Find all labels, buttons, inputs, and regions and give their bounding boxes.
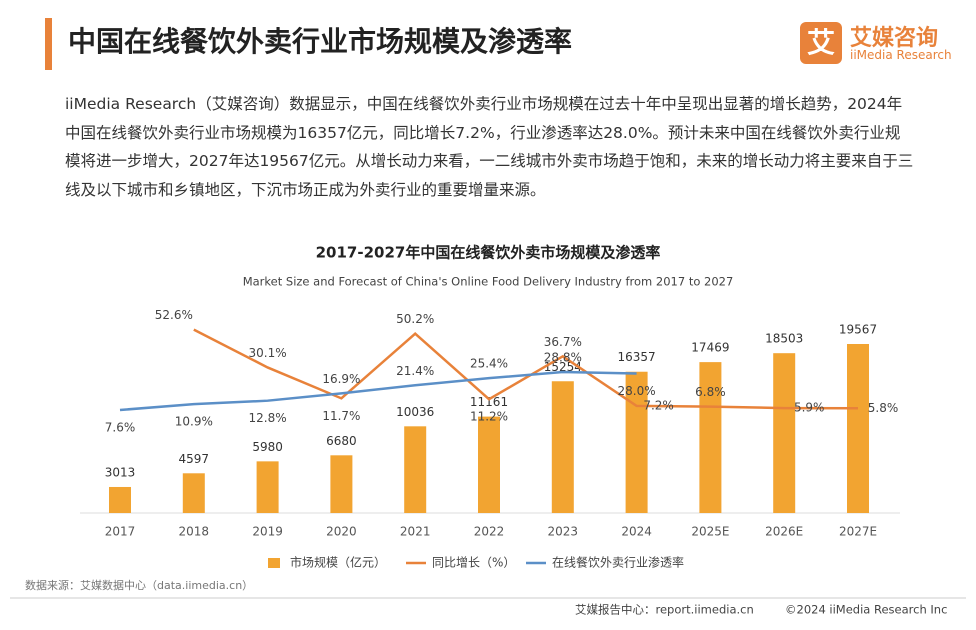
footer-left: 艾媒报告中心：report.iimedia.cn <box>575 603 754 617</box>
data-label: 21.4% <box>396 364 434 378</box>
data-label: 7.6% <box>105 420 136 434</box>
x-tick-label: 2021 <box>400 525 431 539</box>
bar <box>773 353 796 513</box>
bar-label: 5980 <box>252 440 283 454</box>
line <box>119 370 637 412</box>
data-label: 25.4% <box>470 357 508 371</box>
x-tick-label: 2024 <box>621 525 652 539</box>
bar-label: 10036 <box>396 405 434 419</box>
x-tick-label: 2018 <box>179 525 210 539</box>
line <box>193 328 859 410</box>
data-label: 30.1% <box>249 346 287 360</box>
bar-label: 6680 <box>326 434 357 448</box>
bar-label: 4597 <box>179 452 210 466</box>
legend-swatch <box>268 558 280 568</box>
legend-label: 在线餐饮外卖行业渗透率 <box>552 555 684 570</box>
x-tick-label: 2025E <box>691 525 729 539</box>
data-label: 10.9% <box>175 415 213 429</box>
logo-text: 艾媒咨询 <box>850 26 939 51</box>
bar <box>478 416 500 513</box>
bar-label: 19567 <box>839 323 877 337</box>
data-label: 11.7% <box>322 409 360 423</box>
data-label: 28.0% <box>618 384 656 398</box>
bar <box>182 473 205 513</box>
bar <box>330 455 353 513</box>
chart-title: 2017-2027年中国在线餐饮外卖市场规模及渗透率 <box>316 244 661 262</box>
source: 数据来源：艾媒数据中心（data.iimedia.cn） <box>25 578 253 592</box>
x-tick-label: 2022 <box>474 525 505 539</box>
paragraph: iiMedia Research（艾媒咨询）数据显示，中国在线餐饮外卖行业市场规… <box>65 95 914 199</box>
legend-label: 市场规模（亿元） <box>290 555 386 570</box>
bar-label: 3013 <box>105 465 136 479</box>
bar <box>551 381 574 513</box>
data-label: 5.8% <box>868 401 899 415</box>
data-label: 50.2% <box>396 312 434 326</box>
data-label: 52.6% <box>155 308 193 322</box>
data-label: 6.8% <box>695 385 726 399</box>
bar <box>404 426 427 513</box>
bar-label: 18503 <box>765 332 803 346</box>
x-tick-label: 2027E <box>839 525 877 539</box>
data-label: 16.9% <box>322 372 360 386</box>
bar-label: 11161 <box>470 395 508 409</box>
x-tick-label: 2026E <box>765 525 803 539</box>
data-label: 12.8% <box>249 411 287 425</box>
bar <box>847 344 869 513</box>
data-label: 28.8% <box>544 351 582 365</box>
x-tick-label: 2020 <box>326 525 357 539</box>
bar <box>256 461 279 513</box>
x-tick-label: 2017 <box>105 525 136 539</box>
chart-subtitle: Market Size and Forecast of China's Onli… <box>243 275 734 289</box>
bar <box>109 486 131 513</box>
footer-right: ©2024 iiMedia Research Inc <box>785 603 947 617</box>
bar <box>699 362 722 513</box>
logo-mark: 艾 <box>800 22 842 64</box>
x-tick-label: 2019 <box>252 525 283 539</box>
data-label: 11.2% <box>470 410 508 424</box>
logo-subtext: iiMedia Research <box>850 48 952 62</box>
page-title: 中国在线餐饮外卖行业市场规模及渗透率 <box>68 25 573 58</box>
bar-label: 16357 <box>618 350 656 364</box>
x-tick-label: 2023 <box>548 525 579 539</box>
legend-label: 同比增长（%） <box>432 556 515 570</box>
data-label: 7.2% <box>643 398 674 412</box>
bar-label: 17469 <box>691 341 729 355</box>
data-label: 5.9% <box>794 401 825 415</box>
title-accent <box>45 18 52 70</box>
data-label: 36.7% <box>544 335 582 349</box>
